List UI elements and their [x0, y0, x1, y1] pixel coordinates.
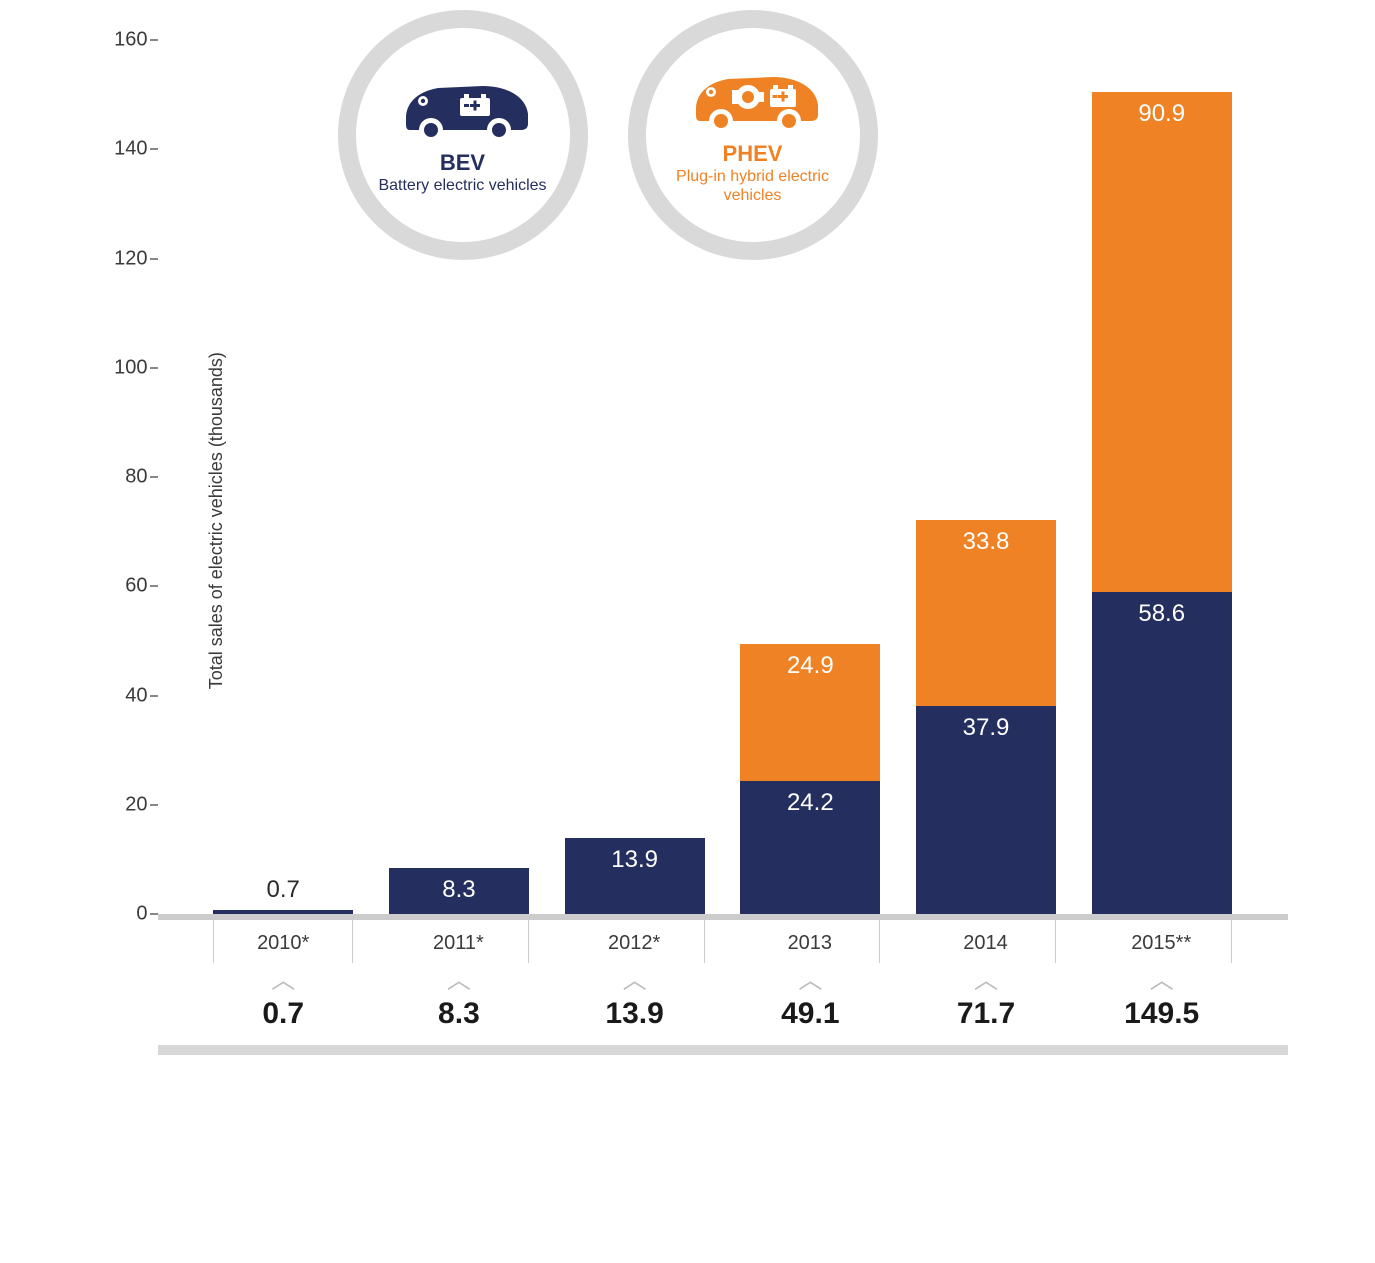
chevron-icon: ︿ [565, 963, 705, 997]
total-value: 0.7 [213, 997, 353, 1045]
bottom-accent-bar [158, 1045, 1288, 1055]
bar-value-label: 90.9 [1138, 92, 1185, 128]
y-tick-label: 160 [98, 29, 148, 52]
y-tick-label: 120 [98, 247, 148, 270]
total-value: 13.9 [565, 997, 705, 1045]
bar-value-label: 58.6 [1138, 592, 1185, 628]
chevron-icon: ︿ [916, 963, 1056, 997]
ev-sales-chart: Total sales of electric vehicles (thousa… [88, 40, 1288, 1055]
bar-value-label: 13.9 [611, 838, 658, 874]
bar-column: 37.9 33.8 [916, 40, 1056, 914]
y-tick-mark [150, 804, 158, 806]
y-tick-mark [150, 913, 158, 915]
total-value: 149.5 [1092, 997, 1232, 1045]
car-bev-icon [388, 74, 538, 144]
bar-stack: 37.9 33.8 [916, 520, 1056, 914]
y-tick-label: 140 [98, 138, 148, 161]
x-tick-label: 2012* [565, 920, 705, 963]
bar-value-label: 24.2 [787, 781, 834, 817]
y-tick-label: 0 [98, 903, 148, 926]
x-tick-label: 2015** [1092, 920, 1232, 963]
legend-item-bev: BEV Battery electric vehicles [338, 10, 588, 260]
y-tick-label: 80 [98, 466, 148, 489]
x-tick-label: 2014 [916, 920, 1056, 963]
legend-item-phev: PHEV Plug-in hybrid electric vehicles [628, 10, 878, 260]
chart-legend: BEV Battery electric vehicles [338, 10, 878, 260]
x-tick-label: 2010* [213, 920, 353, 963]
bar-segment-bev: 13.9 [565, 838, 705, 914]
bar-stack: 58.6 90.9 [1092, 92, 1232, 914]
y-tick-mark [150, 39, 158, 41]
y-tick-label: 100 [98, 356, 148, 379]
total-value: 71.7 [916, 997, 1056, 1045]
chevron-row: ︿ ︿ ︿ ︿ ︿ ︿ [158, 963, 1288, 997]
legend-phev-title: PHEV [723, 141, 783, 167]
chevron-icon: ︿ [1092, 963, 1232, 997]
legend-phev-subtitle: Plug-in hybrid electric vehicles [646, 167, 860, 205]
bar-segment-bev: 8.3 [389, 868, 529, 914]
plot-area: 020406080100120140160 [158, 40, 1288, 920]
bar-segment-phev: 24.9 [740, 644, 880, 781]
bar-segment-bev: 0.7 [213, 910, 353, 914]
bar-value-label: 33.8 [963, 520, 1010, 556]
chevron-icon: ︿ [213, 963, 353, 997]
bar-stack: 24.2 24.9 [740, 644, 880, 914]
x-tick-label: 2013 [740, 920, 880, 963]
chevron-icon: ︿ [389, 963, 529, 997]
bar-stack: 0.7 [213, 910, 353, 914]
bar-value-label: 24.9 [787, 644, 834, 680]
y-tick-label: 40 [98, 684, 148, 707]
y-tick-mark [150, 367, 158, 369]
legend-bev-subtitle: Battery electric vehicles [360, 176, 564, 195]
bar-segment-bev: 24.2 [740, 781, 880, 914]
x-tick-label: 2011* [389, 920, 529, 963]
bar-value-label: 0.7 [267, 876, 300, 904]
y-tick-mark [150, 585, 158, 587]
y-tick-label: 60 [98, 575, 148, 598]
bar-stack: 13.9 [565, 838, 705, 914]
total-value: 49.1 [740, 997, 880, 1045]
chevron-icon: ︿ [740, 963, 880, 997]
y-tick-label: 20 [98, 793, 148, 816]
legend-bev-title: BEV [440, 150, 485, 176]
car-phev-icon [678, 65, 828, 135]
total-value: 8.3 [389, 997, 529, 1045]
y-ticks: 020406080100120140160 [98, 40, 148, 914]
bar-segment-bev: 58.6 [1092, 592, 1232, 914]
x-axis: 2010* 2011* 2012* 2013 2014 2015** [158, 920, 1288, 963]
y-tick-mark [150, 695, 158, 697]
y-tick-mark [150, 148, 158, 150]
bar-segment-bev: 37.9 [916, 706, 1056, 914]
bar-column: 58.6 90.9 [1092, 40, 1232, 914]
bar-value-label: 8.3 [442, 868, 475, 904]
bar-column: 0.7 [213, 40, 353, 914]
bar-segment-phev: 33.8 [916, 520, 1056, 706]
bar-stack: 8.3 [389, 868, 529, 914]
bar-value-label: 37.9 [963, 706, 1010, 742]
bar-segment-phev: 90.9 [1092, 92, 1232, 592]
y-tick-mark [150, 476, 158, 478]
y-tick-mark [150, 258, 158, 260]
totals-row: 0.7 8.3 13.9 49.1 71.7 149.5 [158, 997, 1288, 1045]
